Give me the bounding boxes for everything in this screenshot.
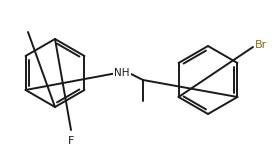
Text: F: F — [68, 136, 74, 146]
Text: NH: NH — [114, 68, 130, 78]
Text: Br: Br — [255, 40, 267, 50]
